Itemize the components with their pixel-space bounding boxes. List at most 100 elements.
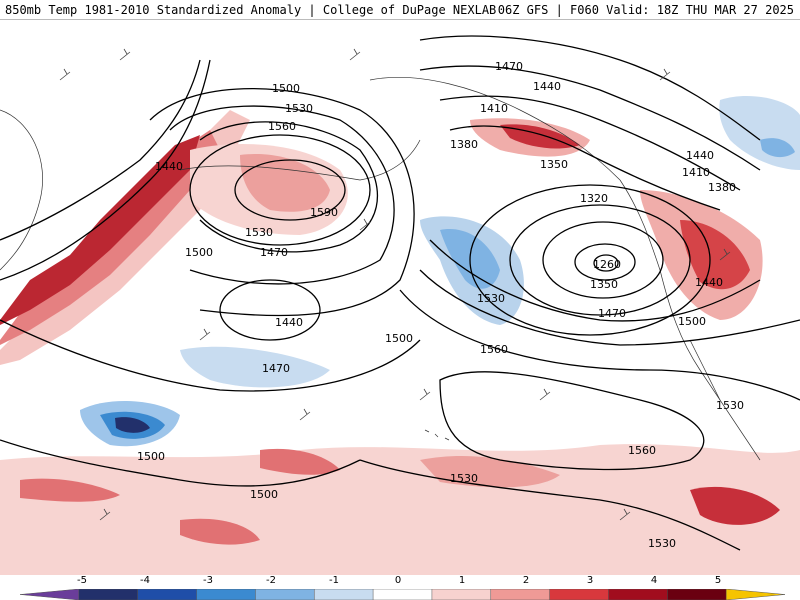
wind-barb [419,388,431,401]
wind-barb [719,248,731,261]
contour-label: 1500 [250,488,278,501]
coastline-north-america [619,179,761,461]
contour-label: 1590 [310,206,338,219]
colorbar-segment [196,589,257,600]
contour-label: 1440 [686,149,714,162]
warm-anomaly-mid [420,455,560,488]
contour-label: 1440 [695,276,723,289]
colorbar-labels: -5 -4 -3 -2 -1 0 1 2 3 4 5 [0,575,800,589]
wind-barb [119,48,131,61]
contour-label: 1500 [678,315,706,328]
colorbar-tick: 1 [458,575,466,586]
warm-anomaly-south-core-2 [260,448,340,475]
warm-anomaly-south-core-4 [180,518,260,545]
colorbar [19,589,786,600]
contour-1500-east [419,269,800,346]
contour-low-1290 [542,221,664,299]
coastline-asia [0,109,43,271]
colorbar-segment [313,589,374,600]
contour-1440-center [219,279,321,341]
map-title: 850mb Temp 1981-2010 Standardized Anomal… [5,3,497,17]
contour-label: 1470 [260,246,288,259]
contour-1470-southeast [429,239,761,322]
contour-label: 1410 [480,102,508,115]
warm-anomaly-westus-core [680,220,750,290]
wind-barb [349,48,361,61]
colorbar-tick: -1 [329,575,339,586]
contour-label: 1410 [682,166,710,179]
warm-anomalies [0,110,800,575]
colorbar-tick: 5 [714,575,722,586]
coastline-hawaii [424,429,450,441]
contour-1530-east [399,289,800,401]
contour-1530-south [359,459,741,551]
colorbar-segment [667,589,727,600]
warm-anomaly-south-core-1 [20,478,120,502]
contour-label: 1320 [580,192,608,205]
contour-label: 1440 [155,160,183,173]
contour-label: 1470 [598,307,626,320]
warm-anomaly-south-core-3 [690,486,780,525]
colorbar-segment [490,589,551,600]
colorbar-segment [137,589,198,600]
contour-label: 1560 [268,120,296,133]
contour-high-1560 [189,134,371,246]
contour-low-1275 [574,243,636,281]
contour-1560-central [439,371,705,471]
colorbar-segment [78,589,139,600]
contour-label: 1530 [716,399,744,412]
contour-label: 1470 [262,362,290,375]
contour-low-1260 [593,254,619,272]
contour-label: 1350 [540,158,568,171]
coastline-baja [689,339,721,401]
contour-label: 1440 [533,80,561,93]
contour-labels: 1470 1440 1410 1380 1350 1500 1530 1560 … [137,60,744,550]
contour-1470-west [149,88,415,317]
warm-anomaly-alaska-core [500,124,580,149]
colorbar-tick: -5 [77,575,87,586]
colorbar-tick: 3 [586,575,594,586]
colorbar-tick: -2 [266,575,276,586]
contour-low-1350 [469,184,711,336]
contour-label: 1530 [648,537,676,550]
colorbar-segment [255,589,315,600]
contour-label: 1380 [708,181,736,194]
contour-1500-southwest [0,439,361,487]
contour-low-1320 [509,204,691,316]
wind-barb [59,68,71,81]
cold-anomalies [80,95,800,447]
contour-1440-north [419,65,761,171]
warm-anomaly-gulf-core [240,154,330,212]
contour-label: 1560 [480,343,508,356]
anomaly-map: 1470 1440 1410 1380 1350 1500 1530 1560 … [0,20,800,575]
contour-1440-northwest [0,59,201,241]
colorbar-tick: 0 [394,575,402,586]
colorbar-tick: -3 [203,575,213,586]
wind-barb [619,508,631,521]
warm-anomaly-max-west [0,135,200,325]
colorbar-segment [372,589,433,600]
wind-barbs [59,48,731,521]
contour-label: 1470 [495,60,523,73]
contour-label: 1440 [275,316,303,329]
contour-high-1590 [234,159,346,221]
contour-label: 1530 [477,292,505,305]
contour-label: 1500 [185,246,213,259]
contour-label: 1350 [590,278,618,291]
wind-barb [199,328,211,341]
map-header: 850mb Temp 1981-2010 Standardized Anomal… [0,0,800,20]
wind-barb [359,218,371,231]
contour-label: 1530 [285,102,313,115]
wind-barb [539,388,551,401]
contour-label: 1500 [385,332,413,345]
colorbar-segment [19,589,80,600]
contour-1500-west [169,105,395,285]
cold-anomaly-central [180,346,330,388]
contour-label: 1380 [450,138,478,151]
contour-label: 1500 [137,450,165,463]
contour-label: 1560 [628,444,656,457]
cold-anomaly-southwest-max [115,417,150,433]
colorbar-tick: -4 [140,575,150,586]
height-contours [0,35,800,551]
contour-label: 1530 [450,472,478,485]
